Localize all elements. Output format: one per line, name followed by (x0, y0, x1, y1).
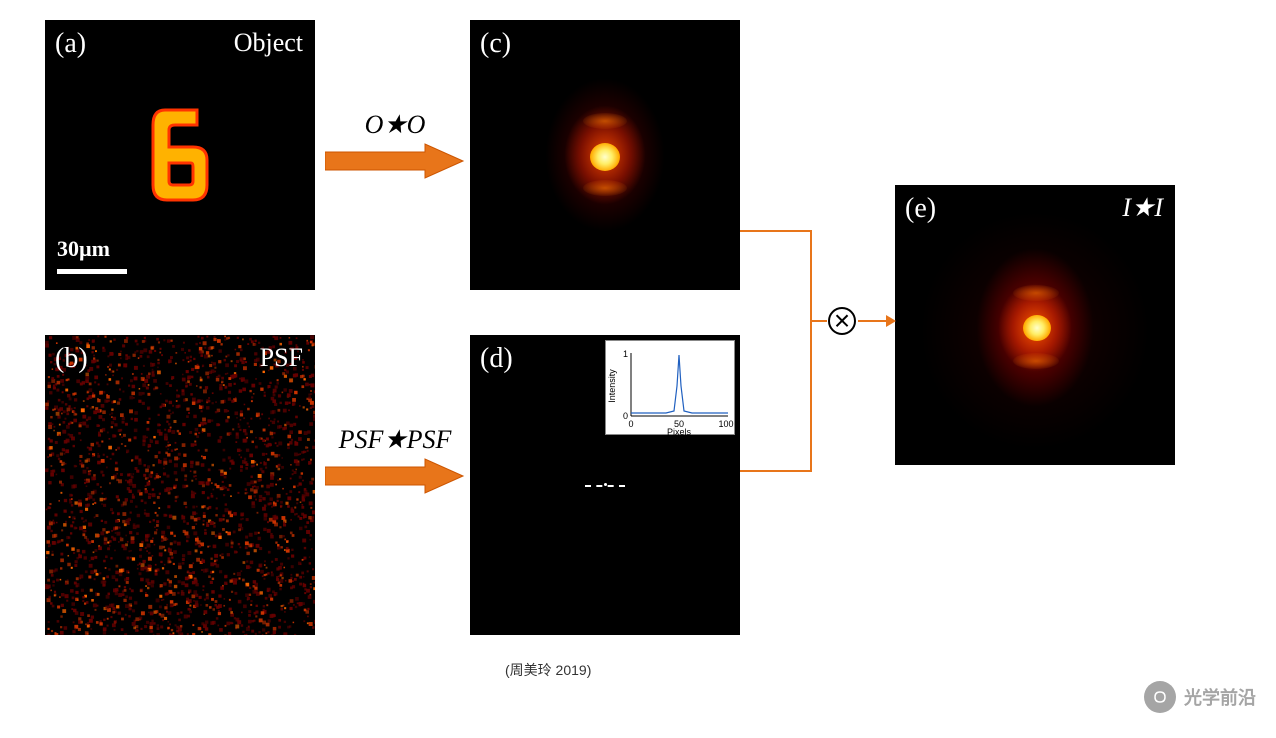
inset-xlabel: Pixels (667, 427, 692, 436)
svg-text:0: 0 (623, 411, 628, 421)
panel-d: (d) 1 0 0 50 100 Pixels Intensity (470, 335, 740, 635)
arrow-a-to-c: O★O (325, 110, 465, 180)
panel-d-label: (d) (480, 343, 513, 375)
figure-container: (a) Object 30µm (b) PSF (c) (d) (0, 0, 1276, 738)
arrow-b-to-d-label: PSF★PSF (339, 425, 452, 455)
svg-text:100: 100 (718, 419, 733, 429)
connector-d-out (740, 470, 810, 472)
panel-b-title: PSF (260, 343, 303, 373)
conv-symbol-glyph: × (834, 307, 850, 335)
object-digit-6 (145, 105, 215, 205)
svg-text:1: 1 (623, 349, 628, 359)
panel-a-label: (a) (55, 28, 86, 60)
panel-d-inset: 1 0 0 50 100 Pixels Intensity (605, 340, 735, 435)
panel-b-speckle (45, 335, 315, 635)
connector-to-conv (812, 320, 827, 322)
arrow-a-to-c-icon (325, 142, 465, 180)
panel-c-blob (535, 65, 675, 245)
panel-e-label: (e) (905, 193, 936, 225)
svg-text:0: 0 (628, 419, 633, 429)
connector-vert (810, 230, 812, 472)
panel-d-dashline (585, 485, 625, 487)
scalebar-a-label: 30µm (57, 236, 110, 262)
watermark: 光学前沿 (1144, 681, 1256, 713)
panel-e-blob (895, 185, 1175, 465)
inset-ylabel: Intensity (607, 369, 617, 403)
panel-b-label: (b) (55, 343, 88, 375)
conv-symbol: × (828, 307, 856, 335)
panel-c: (c) (470, 20, 740, 290)
panel-e-title: I★I (1122, 193, 1163, 223)
arrow-a-to-c-label: O★O (365, 110, 426, 140)
arrow-b-to-d-icon (325, 457, 465, 495)
panel-a-title: Object (234, 28, 303, 58)
watermark-text: 光学前沿 (1184, 684, 1256, 710)
connector-to-e-arrow (858, 313, 896, 329)
panel-e: (e) I★I (895, 185, 1175, 465)
watermark-icon (1144, 681, 1176, 713)
panel-c-label: (c) (480, 28, 511, 60)
panel-b: (b) PSF (45, 335, 315, 635)
panel-a: (a) Object 30µm (45, 20, 315, 290)
figure-caption: (周美玲 2019) (505, 660, 591, 680)
arrow-b-to-d: PSF★PSF (325, 425, 465, 495)
scalebar-a (57, 269, 127, 274)
connector-c-out (740, 230, 810, 232)
